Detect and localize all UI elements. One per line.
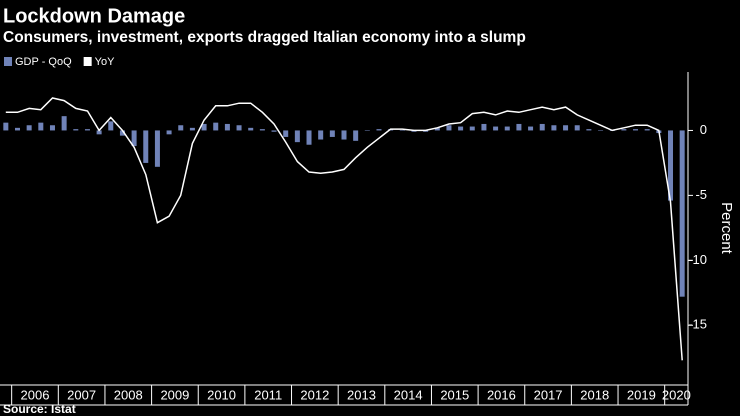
bar bbox=[399, 130, 405, 131]
x-tick-label: 2014 bbox=[394, 387, 423, 402]
bar bbox=[434, 127, 440, 131]
source: Source: Istat bbox=[3, 402, 76, 416]
bar bbox=[504, 126, 510, 131]
bar bbox=[26, 125, 32, 131]
x-tick-label: 2010 bbox=[207, 387, 236, 402]
bar bbox=[189, 127, 195, 131]
line bbox=[5, 97, 683, 361]
bar bbox=[283, 130, 289, 137]
y-axis-label: Percent bbox=[718, 202, 735, 255]
chart-subtitle: Consumers, investment, exports dragged I… bbox=[3, 29, 526, 46]
bar bbox=[493, 126, 499, 131]
bar bbox=[318, 130, 324, 140]
bar bbox=[248, 127, 254, 131]
y-tick-label: -15 bbox=[688, 317, 707, 332]
x-tick-label: 2009 bbox=[160, 387, 189, 402]
bar bbox=[668, 130, 674, 201]
legend-swatch bbox=[83, 57, 92, 66]
bar bbox=[528, 126, 534, 131]
bar bbox=[376, 129, 382, 131]
bar bbox=[271, 130, 277, 132]
y-tick-label: 0 bbox=[700, 122, 707, 137]
bar bbox=[294, 130, 300, 143]
bar bbox=[143, 130, 149, 163]
bar bbox=[38, 122, 44, 131]
x-tick-label: 2006 bbox=[21, 387, 50, 402]
bar bbox=[353, 130, 359, 141]
legend-swatch bbox=[4, 57, 12, 66]
bar bbox=[633, 129, 639, 131]
bar bbox=[61, 116, 67, 131]
x-tick-label: 2007 bbox=[67, 387, 96, 402]
x-tick-label: 2017 bbox=[534, 387, 563, 402]
bar bbox=[201, 123, 207, 131]
x-tick-label: 2016 bbox=[487, 387, 516, 402]
bar bbox=[539, 123, 545, 131]
bar bbox=[224, 123, 230, 131]
bar bbox=[131, 130, 137, 147]
bar bbox=[119, 130, 125, 136]
legend-label: GDP - QoQ bbox=[15, 56, 72, 68]
bar bbox=[446, 125, 452, 131]
y-tick-label: -10 bbox=[688, 252, 707, 267]
bar bbox=[469, 126, 475, 131]
x-tick-label: 2018 bbox=[580, 387, 609, 402]
bar bbox=[679, 130, 685, 297]
bar bbox=[259, 129, 265, 131]
x-tick-label: 2019 bbox=[627, 387, 656, 402]
bar bbox=[329, 130, 335, 137]
bar bbox=[574, 125, 580, 131]
bar bbox=[73, 129, 79, 131]
bar bbox=[516, 123, 522, 131]
bar bbox=[586, 129, 592, 131]
x-tick-label: 2011 bbox=[254, 387, 282, 402]
bar bbox=[166, 130, 172, 135]
legend-label: YoY bbox=[95, 56, 115, 68]
bar bbox=[458, 126, 464, 131]
bar bbox=[14, 127, 20, 131]
bar bbox=[621, 129, 627, 131]
bar bbox=[213, 122, 219, 131]
bar bbox=[178, 125, 184, 131]
bar bbox=[3, 122, 9, 131]
y-tick-label: -5 bbox=[695, 187, 707, 202]
bar bbox=[341, 130, 347, 140]
bar bbox=[236, 125, 242, 131]
bar bbox=[364, 130, 370, 131]
bar bbox=[644, 129, 650, 131]
bar bbox=[108, 121, 114, 131]
bar bbox=[154, 130, 160, 167]
bar bbox=[481, 123, 487, 131]
x-tick-label: 2012 bbox=[300, 387, 329, 402]
bar bbox=[551, 125, 557, 131]
bar bbox=[306, 130, 312, 145]
bar bbox=[49, 125, 55, 131]
bar bbox=[598, 130, 604, 131]
x-tick-label: 2020 bbox=[662, 387, 691, 402]
bar bbox=[96, 130, 102, 135]
chart-title: Lockdown Damage bbox=[3, 5, 185, 27]
bar bbox=[563, 125, 569, 131]
x-tick-label: 2015 bbox=[440, 387, 469, 402]
x-tick-label: 2013 bbox=[347, 387, 376, 402]
x-tick-label: 2008 bbox=[114, 387, 143, 402]
bar bbox=[84, 129, 90, 131]
